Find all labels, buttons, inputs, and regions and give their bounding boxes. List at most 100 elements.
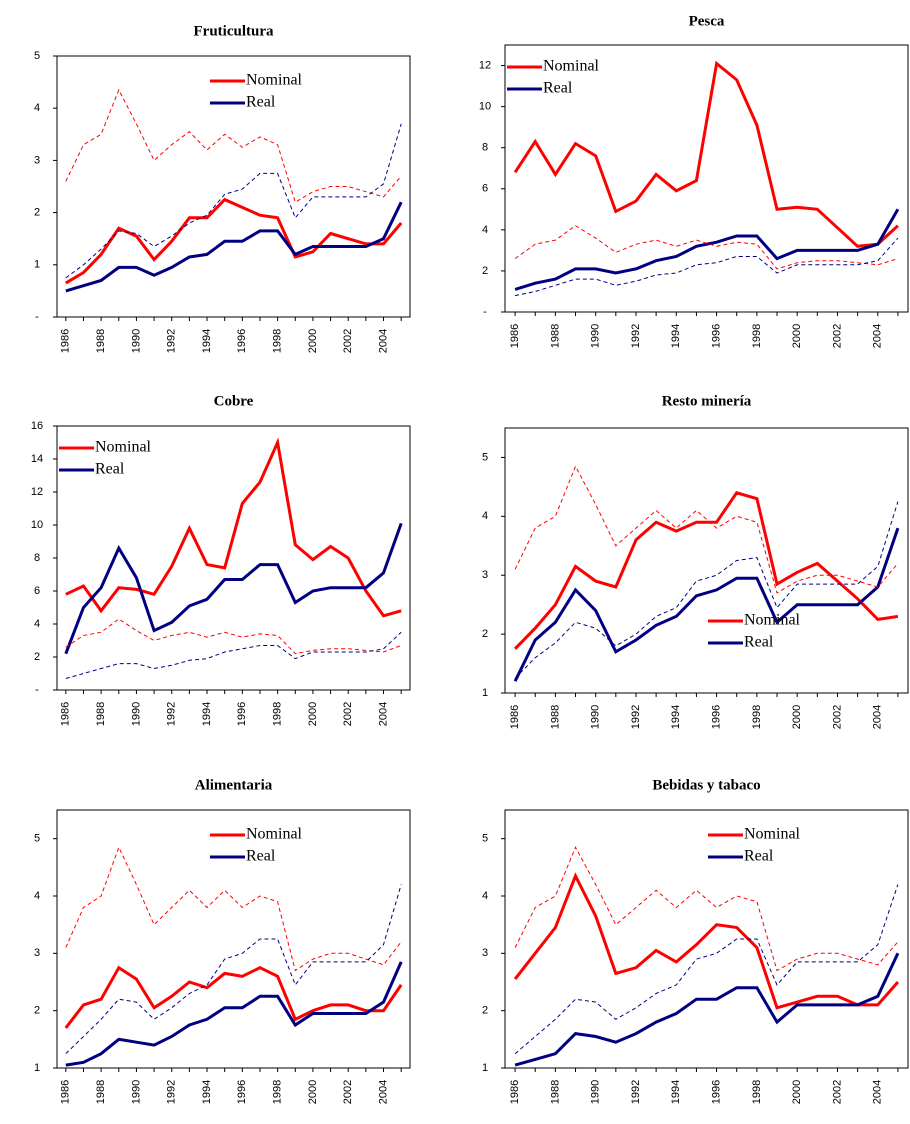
legend-label: Nominal — [246, 826, 303, 843]
y-tick-label: 10 — [31, 519, 43, 531]
y-tick-label: - — [483, 306, 487, 318]
x-tick-label: 2002 — [831, 1080, 843, 1104]
x-tick-label: 1996 — [236, 1080, 248, 1104]
x-tick-label: 1988 — [95, 702, 107, 726]
x-tick-label: 1986 — [509, 1080, 521, 1104]
reference-line — [65, 618, 402, 655]
x-tick-label: 2000 — [307, 329, 319, 353]
reference-line — [65, 123, 402, 279]
x-tick-label: 1994 — [201, 702, 213, 726]
chart-title: Alimentaria — [195, 777, 273, 793]
x-tick-label: 1996 — [710, 1080, 722, 1104]
x-tick-label: 1990 — [590, 324, 602, 348]
y-tick-label: 2 — [34, 651, 40, 663]
legend-label: Real — [744, 848, 774, 865]
x-tick-label: 1994 — [670, 1080, 682, 1104]
x-tick-label: 1994 — [670, 324, 682, 348]
y-tick-label: 5 — [34, 50, 40, 62]
x-tick-label: 1996 — [710, 324, 722, 348]
y-tick-label: 1 — [482, 687, 488, 699]
x-tick-label: 2004 — [872, 324, 884, 348]
y-tick-label: 2 — [482, 265, 488, 277]
x-tick-label: 2002 — [342, 329, 354, 353]
y-tick-label: 8 — [482, 142, 488, 154]
x-tick-label: 1994 — [201, 1080, 213, 1104]
x-tick-label: 1998 — [751, 324, 763, 348]
x-tick-label: 2004 — [377, 329, 389, 353]
y-tick-label: 4 — [482, 890, 488, 902]
series-line — [65, 961, 403, 1067]
reference-line — [65, 631, 402, 679]
series-line — [514, 491, 899, 650]
x-tick-label: 1998 — [751, 705, 763, 729]
y-tick-label: 6 — [482, 183, 488, 195]
series-line — [64, 522, 403, 655]
series-line — [65, 201, 403, 293]
x-tick-label: 1986 — [60, 1080, 72, 1104]
x-tick-label: 1990 — [590, 1080, 602, 1104]
reference-line — [65, 846, 402, 972]
y-tick-label: 4 — [34, 618, 40, 630]
y-tick-label: 2 — [482, 1005, 488, 1017]
x-tick-label: 2002 — [831, 324, 843, 348]
series-line — [514, 208, 900, 291]
x-tick-label: 1992 — [630, 324, 642, 348]
x-tick-label: 1990 — [590, 705, 602, 729]
x-tick-label: 2000 — [307, 702, 319, 726]
x-tick-label: 1998 — [272, 1080, 284, 1104]
reference-line — [515, 237, 899, 297]
y-tick-label: 12 — [31, 486, 43, 498]
legend-label: Nominal — [744, 612, 801, 629]
plot-frame — [56, 55, 411, 318]
y-tick-label: 12 — [479, 59, 491, 71]
x-tick-label: 2000 — [791, 705, 803, 729]
chart-title: Fruticultura — [194, 23, 274, 39]
y-tick-label: 1 — [34, 1062, 40, 1074]
x-tick-label: 2000 — [791, 1080, 803, 1104]
x-tick-label: 2004 — [872, 1080, 884, 1104]
y-tick-label: 1 — [34, 259, 40, 271]
x-tick-label: 1992 — [166, 702, 178, 726]
reference-line — [514, 501, 899, 679]
x-tick-label: 1992 — [166, 1080, 178, 1104]
y-tick-label: 14 — [31, 453, 43, 465]
x-tick-label: 2004 — [377, 702, 389, 726]
legend-label: Nominal — [744, 826, 801, 843]
chart-title: Resto minería — [662, 393, 752, 409]
x-tick-label: 1994 — [670, 705, 682, 729]
series-line — [65, 437, 402, 618]
reference-line — [514, 465, 899, 594]
x-tick-label: 1986 — [60, 702, 72, 726]
y-tick-label: 2 — [34, 1005, 40, 1017]
x-tick-label: 1998 — [272, 702, 284, 726]
y-tick-label: 6 — [34, 585, 40, 597]
reference-line — [514, 884, 899, 1055]
y-tick-label: 3 — [482, 569, 488, 581]
x-tick-label: 2002 — [831, 705, 843, 729]
x-tick-label: 1986 — [509, 705, 521, 729]
x-tick-label: 1988 — [549, 1080, 561, 1104]
chart-title: Bebidas y tabaco — [652, 777, 760, 793]
y-tick-label: - — [35, 684, 39, 696]
plot-frame — [504, 427, 909, 694]
x-tick-label: 1988 — [549, 324, 561, 348]
x-tick-label: 1988 — [95, 329, 107, 353]
x-tick-label: 1992 — [630, 1080, 642, 1104]
y-tick-label: 5 — [34, 833, 40, 845]
legend-label: Nominal — [246, 72, 303, 89]
x-tick-label: 1996 — [710, 705, 722, 729]
reference-line — [65, 884, 402, 1055]
series-line — [65, 197, 403, 285]
y-tick-label: - — [35, 311, 39, 323]
x-tick-label: 1996 — [236, 702, 248, 726]
y-tick-label: 2 — [34, 207, 40, 219]
series-line — [64, 965, 403, 1029]
legend-label: Real — [744, 634, 774, 651]
x-tick-label: 2002 — [342, 1080, 354, 1104]
x-tick-label: 1998 — [751, 1080, 763, 1104]
legend-label: Real — [543, 80, 573, 97]
y-tick-label: 10 — [479, 101, 491, 113]
x-tick-label: 2000 — [791, 324, 803, 348]
series-line — [514, 952, 900, 1067]
x-tick-label: 2000 — [307, 1080, 319, 1104]
